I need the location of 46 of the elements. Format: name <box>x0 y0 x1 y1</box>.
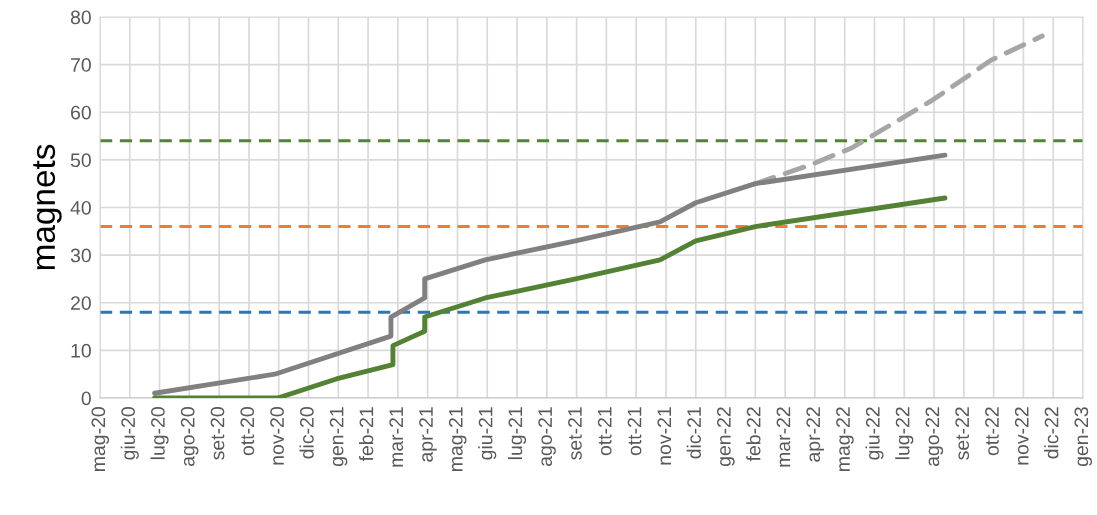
x-tick-label: ott-21 <box>597 407 612 456</box>
y-tick-label: 50 <box>70 153 91 168</box>
x-tick-label: ago-22 <box>925 407 944 467</box>
y-tick-label: 0 <box>81 391 91 406</box>
x-tick-label: feb-21 <box>359 407 374 462</box>
x-tick-label: apr-21 <box>419 407 437 462</box>
x-tick-label: lug-21 <box>507 407 527 460</box>
y-tick-label: 30 <box>70 248 91 263</box>
x-tick-label: lug-22 <box>895 407 914 460</box>
x-tick-label: dic-20 <box>299 407 314 459</box>
x-tick-label: gen-21 <box>329 407 348 467</box>
x-tick-label: ago-20 <box>180 407 199 467</box>
x-tick-label: giu-21 <box>478 407 497 460</box>
x-tick-label: nov-22 <box>1014 407 1029 465</box>
x-tick-label: dic-22 <box>1044 407 1059 459</box>
y-tick-label: 10 <box>71 343 91 358</box>
x-tick-label: giu-20 <box>120 407 139 460</box>
x-tick-label: set-20 <box>210 407 225 460</box>
x-tick-label: gen-23 <box>1074 407 1093 467</box>
x-tick-label: gen-22 <box>717 407 735 467</box>
x-tick-label: lug-20 <box>150 407 169 460</box>
x-tick-label: mag-22 <box>836 407 854 471</box>
y-axis-title: magnets <box>33 144 62 270</box>
y-tick-label: 40 <box>70 200 91 215</box>
x-tick-label: feb-22 <box>746 407 761 462</box>
x-tick-label: mag-21 <box>448 407 467 471</box>
line-series <box>152 195 948 398</box>
x-tick-label: dic-21 <box>686 407 701 459</box>
x-tick-label: mar-22 <box>776 407 791 467</box>
x-tick-label: mag-20 <box>91 407 110 471</box>
x-tick-label: nov-21 <box>657 407 672 465</box>
line-series <box>152 152 948 396</box>
x-tick-label: giu-22 <box>865 407 884 460</box>
y-tick-label: 20 <box>71 296 91 310</box>
y-tick-label: 70 <box>71 58 91 72</box>
x-tick-label: set-22 <box>955 407 970 460</box>
x-tick-label: ott-22 <box>985 407 999 456</box>
x-tick-label: ott-20 <box>240 407 255 456</box>
x-tick-label: nov-20 <box>270 407 284 465</box>
y-tick-label: 80 <box>70 10 91 25</box>
y-tick-label: 60 <box>71 105 91 120</box>
x-tick-label: mar-21 <box>389 407 404 467</box>
x-tick-label: ago-21 <box>538 407 556 467</box>
x-tick-label: apr-22 <box>806 407 824 462</box>
x-tick-label: ott-21 <box>627 407 642 456</box>
x-tick-label: set-21 <box>568 407 582 460</box>
